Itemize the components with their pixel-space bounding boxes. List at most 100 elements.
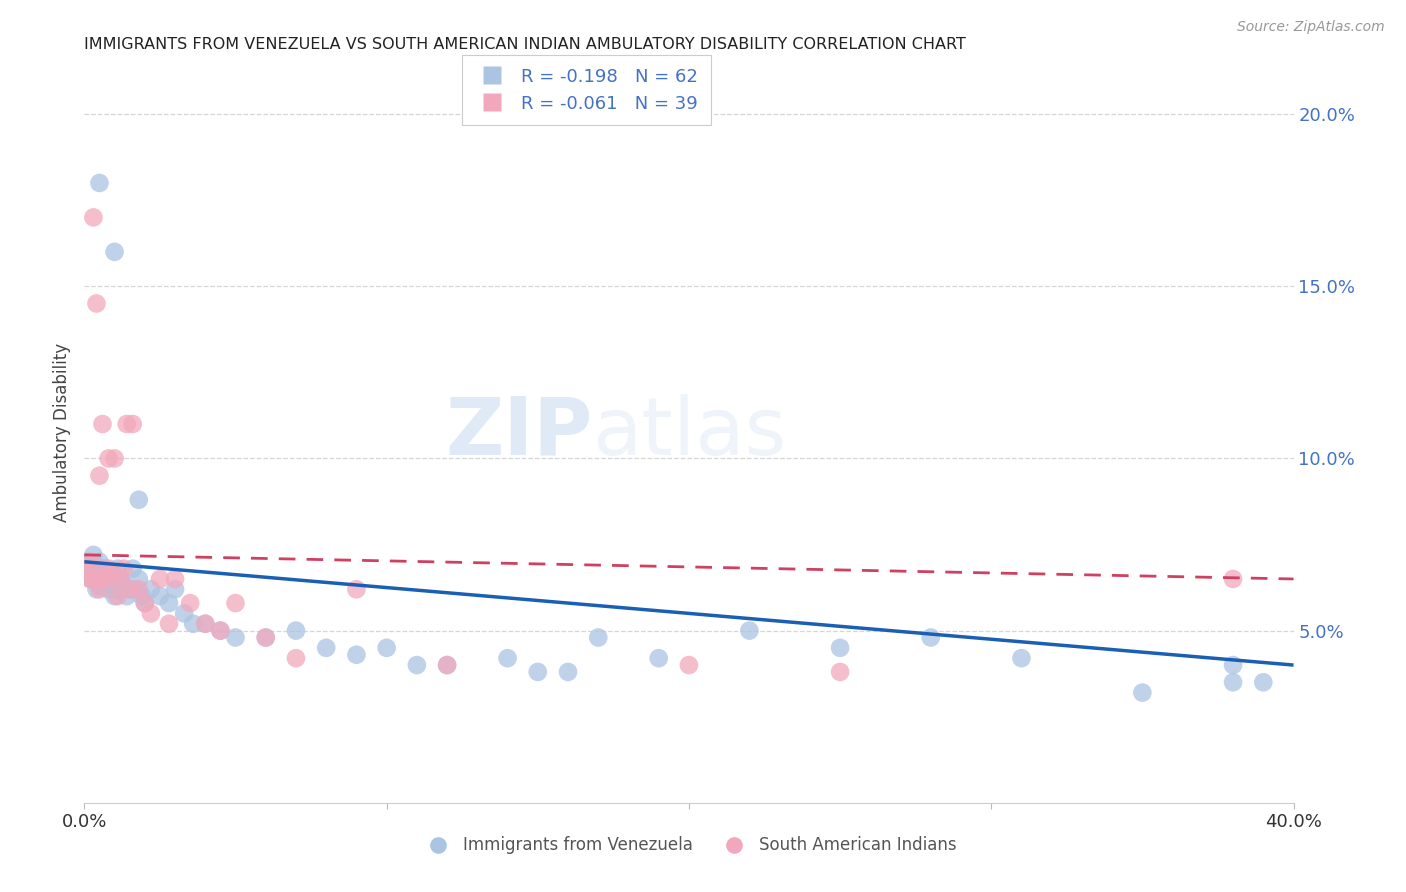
Point bbox=[285, 651, 308, 665]
Point bbox=[128, 492, 150, 507]
Point bbox=[86, 296, 108, 310]
Point bbox=[139, 607, 162, 621]
Point bbox=[97, 561, 120, 575]
Point bbox=[76, 561, 98, 575]
Point bbox=[100, 565, 122, 579]
Point bbox=[1222, 658, 1244, 673]
Point bbox=[82, 211, 104, 225]
Point bbox=[118, 582, 141, 597]
Point bbox=[104, 572, 127, 586]
Point bbox=[91, 572, 114, 586]
Point bbox=[115, 589, 138, 603]
Point bbox=[648, 651, 671, 665]
Point bbox=[157, 616, 180, 631]
Point bbox=[100, 579, 122, 593]
Point bbox=[149, 572, 172, 586]
Point bbox=[115, 417, 138, 431]
Point bbox=[89, 555, 111, 569]
Point bbox=[86, 582, 108, 597]
Point bbox=[94, 565, 117, 579]
Point bbox=[79, 572, 101, 586]
Point bbox=[104, 589, 127, 603]
Point bbox=[79, 555, 101, 569]
Y-axis label: Ambulatory Disability: Ambulatory Disability bbox=[53, 343, 72, 522]
Point bbox=[830, 640, 852, 655]
Point bbox=[110, 572, 132, 586]
Point bbox=[209, 624, 232, 638]
Point bbox=[94, 572, 117, 586]
Point bbox=[1011, 651, 1033, 665]
Point bbox=[79, 561, 101, 575]
Point bbox=[588, 631, 610, 645]
Point bbox=[165, 582, 187, 597]
Point bbox=[89, 468, 111, 483]
Point bbox=[496, 651, 519, 665]
Point bbox=[194, 616, 217, 631]
Point bbox=[225, 596, 247, 610]
Point bbox=[179, 596, 201, 610]
Point bbox=[128, 572, 150, 586]
Point bbox=[678, 658, 700, 673]
Point bbox=[1253, 675, 1275, 690]
Point bbox=[128, 582, 150, 597]
Point bbox=[134, 596, 156, 610]
Point bbox=[157, 596, 180, 610]
Point bbox=[104, 451, 127, 466]
Point bbox=[112, 561, 135, 575]
Point bbox=[121, 417, 143, 431]
Point bbox=[97, 572, 120, 586]
Point bbox=[1222, 572, 1244, 586]
Point bbox=[82, 572, 104, 586]
Point bbox=[91, 417, 114, 431]
Point bbox=[527, 665, 550, 679]
Point bbox=[125, 582, 148, 597]
Text: atlas: atlas bbox=[592, 393, 786, 472]
Point bbox=[107, 561, 129, 575]
Text: IMMIGRANTS FROM VENEZUELA VS SOUTH AMERICAN INDIAN AMBULATORY DISABILITY CORRELA: IMMIGRANTS FROM VENEZUELA VS SOUTH AMERI… bbox=[84, 37, 966, 52]
Point bbox=[86, 572, 108, 586]
Point bbox=[557, 665, 579, 679]
Point bbox=[139, 582, 162, 597]
Point bbox=[107, 589, 129, 603]
Point bbox=[104, 244, 127, 259]
Point bbox=[131, 589, 153, 603]
Point bbox=[406, 658, 429, 673]
Point bbox=[1222, 675, 1244, 690]
Point bbox=[920, 631, 942, 645]
Point bbox=[209, 624, 232, 638]
Point bbox=[254, 631, 277, 645]
Point bbox=[346, 648, 368, 662]
Text: Source: ZipAtlas.com: Source: ZipAtlas.com bbox=[1237, 20, 1385, 34]
Point bbox=[149, 589, 172, 603]
Point bbox=[89, 176, 111, 190]
Point bbox=[86, 561, 108, 575]
Point bbox=[134, 596, 156, 610]
Point bbox=[97, 451, 120, 466]
Point bbox=[315, 640, 337, 655]
Point bbox=[76, 555, 98, 569]
Point bbox=[830, 665, 852, 679]
Point bbox=[94, 561, 117, 575]
Point bbox=[436, 658, 458, 673]
Point bbox=[91, 575, 114, 590]
Point bbox=[79, 572, 101, 586]
Point bbox=[346, 582, 368, 597]
Point bbox=[194, 616, 217, 631]
Point bbox=[82, 548, 104, 562]
Point bbox=[436, 658, 458, 673]
Point bbox=[89, 582, 111, 597]
Point bbox=[1130, 685, 1153, 699]
Point bbox=[738, 624, 761, 638]
Point bbox=[285, 624, 308, 638]
Legend: Immigrants from Venezuela, South American Indians: Immigrants from Venezuela, South America… bbox=[415, 830, 963, 861]
Point bbox=[118, 582, 141, 597]
Point bbox=[173, 607, 195, 621]
Point bbox=[165, 572, 187, 586]
Point bbox=[100, 572, 122, 586]
Point bbox=[375, 640, 398, 655]
Point bbox=[121, 561, 143, 575]
Text: ZIP: ZIP bbox=[444, 393, 592, 472]
Point bbox=[97, 582, 120, 597]
Point bbox=[110, 572, 132, 586]
Point bbox=[91, 561, 114, 575]
